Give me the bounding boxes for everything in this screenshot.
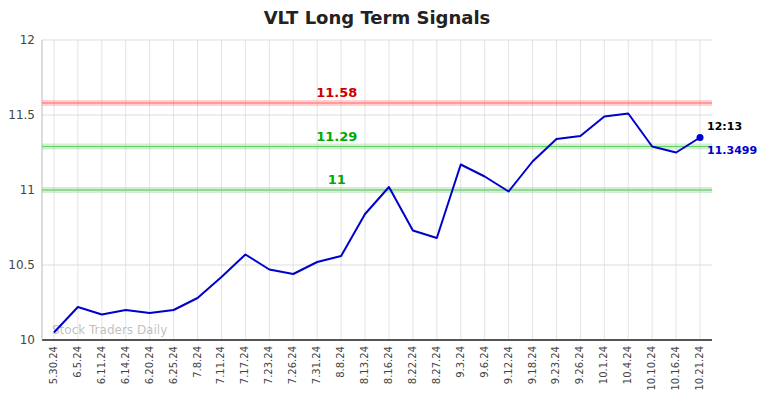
reference-band	[42, 100, 712, 106]
reference-label: 11.58	[316, 85, 357, 100]
x-tick-label: 8.22.24	[407, 346, 418, 384]
x-tick-label: 9.26.24	[574, 346, 585, 384]
data-label: 11.3499	[707, 144, 757, 157]
y-tick-label: 12	[20, 33, 35, 47]
x-tick-label: 8.27.24	[431, 346, 442, 384]
watermark: Stock Traders Daily	[52, 323, 167, 337]
chart: VLT Long Term Signals 10 10.5 11 11.5 12 5.30.…	[0, 0, 784, 398]
y-tick-label: 10.5	[8, 258, 35, 272]
x-tick-label: 6.20.24	[144, 346, 155, 384]
x-tick-label: 8.8.24	[335, 346, 346, 378]
end-point	[697, 134, 704, 141]
x-tick-label: 9.3.24	[455, 346, 466, 378]
x-tick-label: 10.16.24	[670, 346, 681, 391]
x-tick-label: 9.23.24	[550, 346, 561, 384]
x-tick-label: 7.11.24	[215, 346, 226, 384]
x-tick-label: 7.23.24	[263, 346, 274, 384]
y-tick-label: 11.5	[8, 108, 35, 122]
x-tick-label: 7.31.24	[311, 346, 322, 384]
x-tick-label: 6.11.24	[96, 346, 107, 384]
annotation: 12:13	[707, 120, 742, 133]
grid-line-y	[42, 340, 712, 341]
x-tick-label: 10.10.24	[646, 346, 657, 391]
reference-line	[42, 189, 712, 190]
plot-area	[42, 103, 712, 333]
reference-label: 11	[328, 172, 346, 187]
x-tick-label: 10.4.24	[622, 346, 633, 384]
x-tick-label: 7.17.24	[239, 346, 250, 384]
reference-band	[42, 187, 712, 193]
grid	[42, 40, 712, 340]
x-tick-label: 7.8.24	[192, 346, 203, 378]
price-line	[54, 114, 700, 333]
x-tick-label: 6.5.24	[72, 346, 83, 378]
y-tick-label: 11	[20, 183, 35, 197]
grid-line-y	[42, 190, 712, 191]
reference-label: 11.29	[316, 129, 357, 144]
grid-line-y	[42, 40, 712, 41]
x-tick-label: 7.26.24	[287, 346, 298, 384]
reference-band	[42, 144, 712, 150]
x-tick-label: 10.21.24	[694, 346, 705, 391]
background	[0, 0, 784, 398]
x-tick-label: 9.18.24	[527, 346, 538, 384]
x-tick-label: 9.6.24	[479, 346, 490, 378]
x-tick-label: 6.14.24	[120, 346, 131, 384]
x-tick-label: 5.30.24	[48, 346, 59, 384]
x-tick-label: 6.25.24	[168, 346, 179, 384]
reference-line	[42, 146, 712, 147]
x-tick-label: 8.13.24	[359, 346, 370, 384]
x-tick-label: 8.16.24	[383, 346, 394, 384]
x-axis-line	[42, 339, 712, 341]
y-tick-label: 10	[20, 333, 35, 347]
x-tick-label: 10.1.24	[598, 346, 609, 384]
title: VLT Long Term Signals	[264, 7, 491, 28]
grid-line-y	[42, 265, 712, 266]
x-tick-label: 9.12.24	[503, 346, 514, 384]
reference-line	[42, 102, 712, 103]
